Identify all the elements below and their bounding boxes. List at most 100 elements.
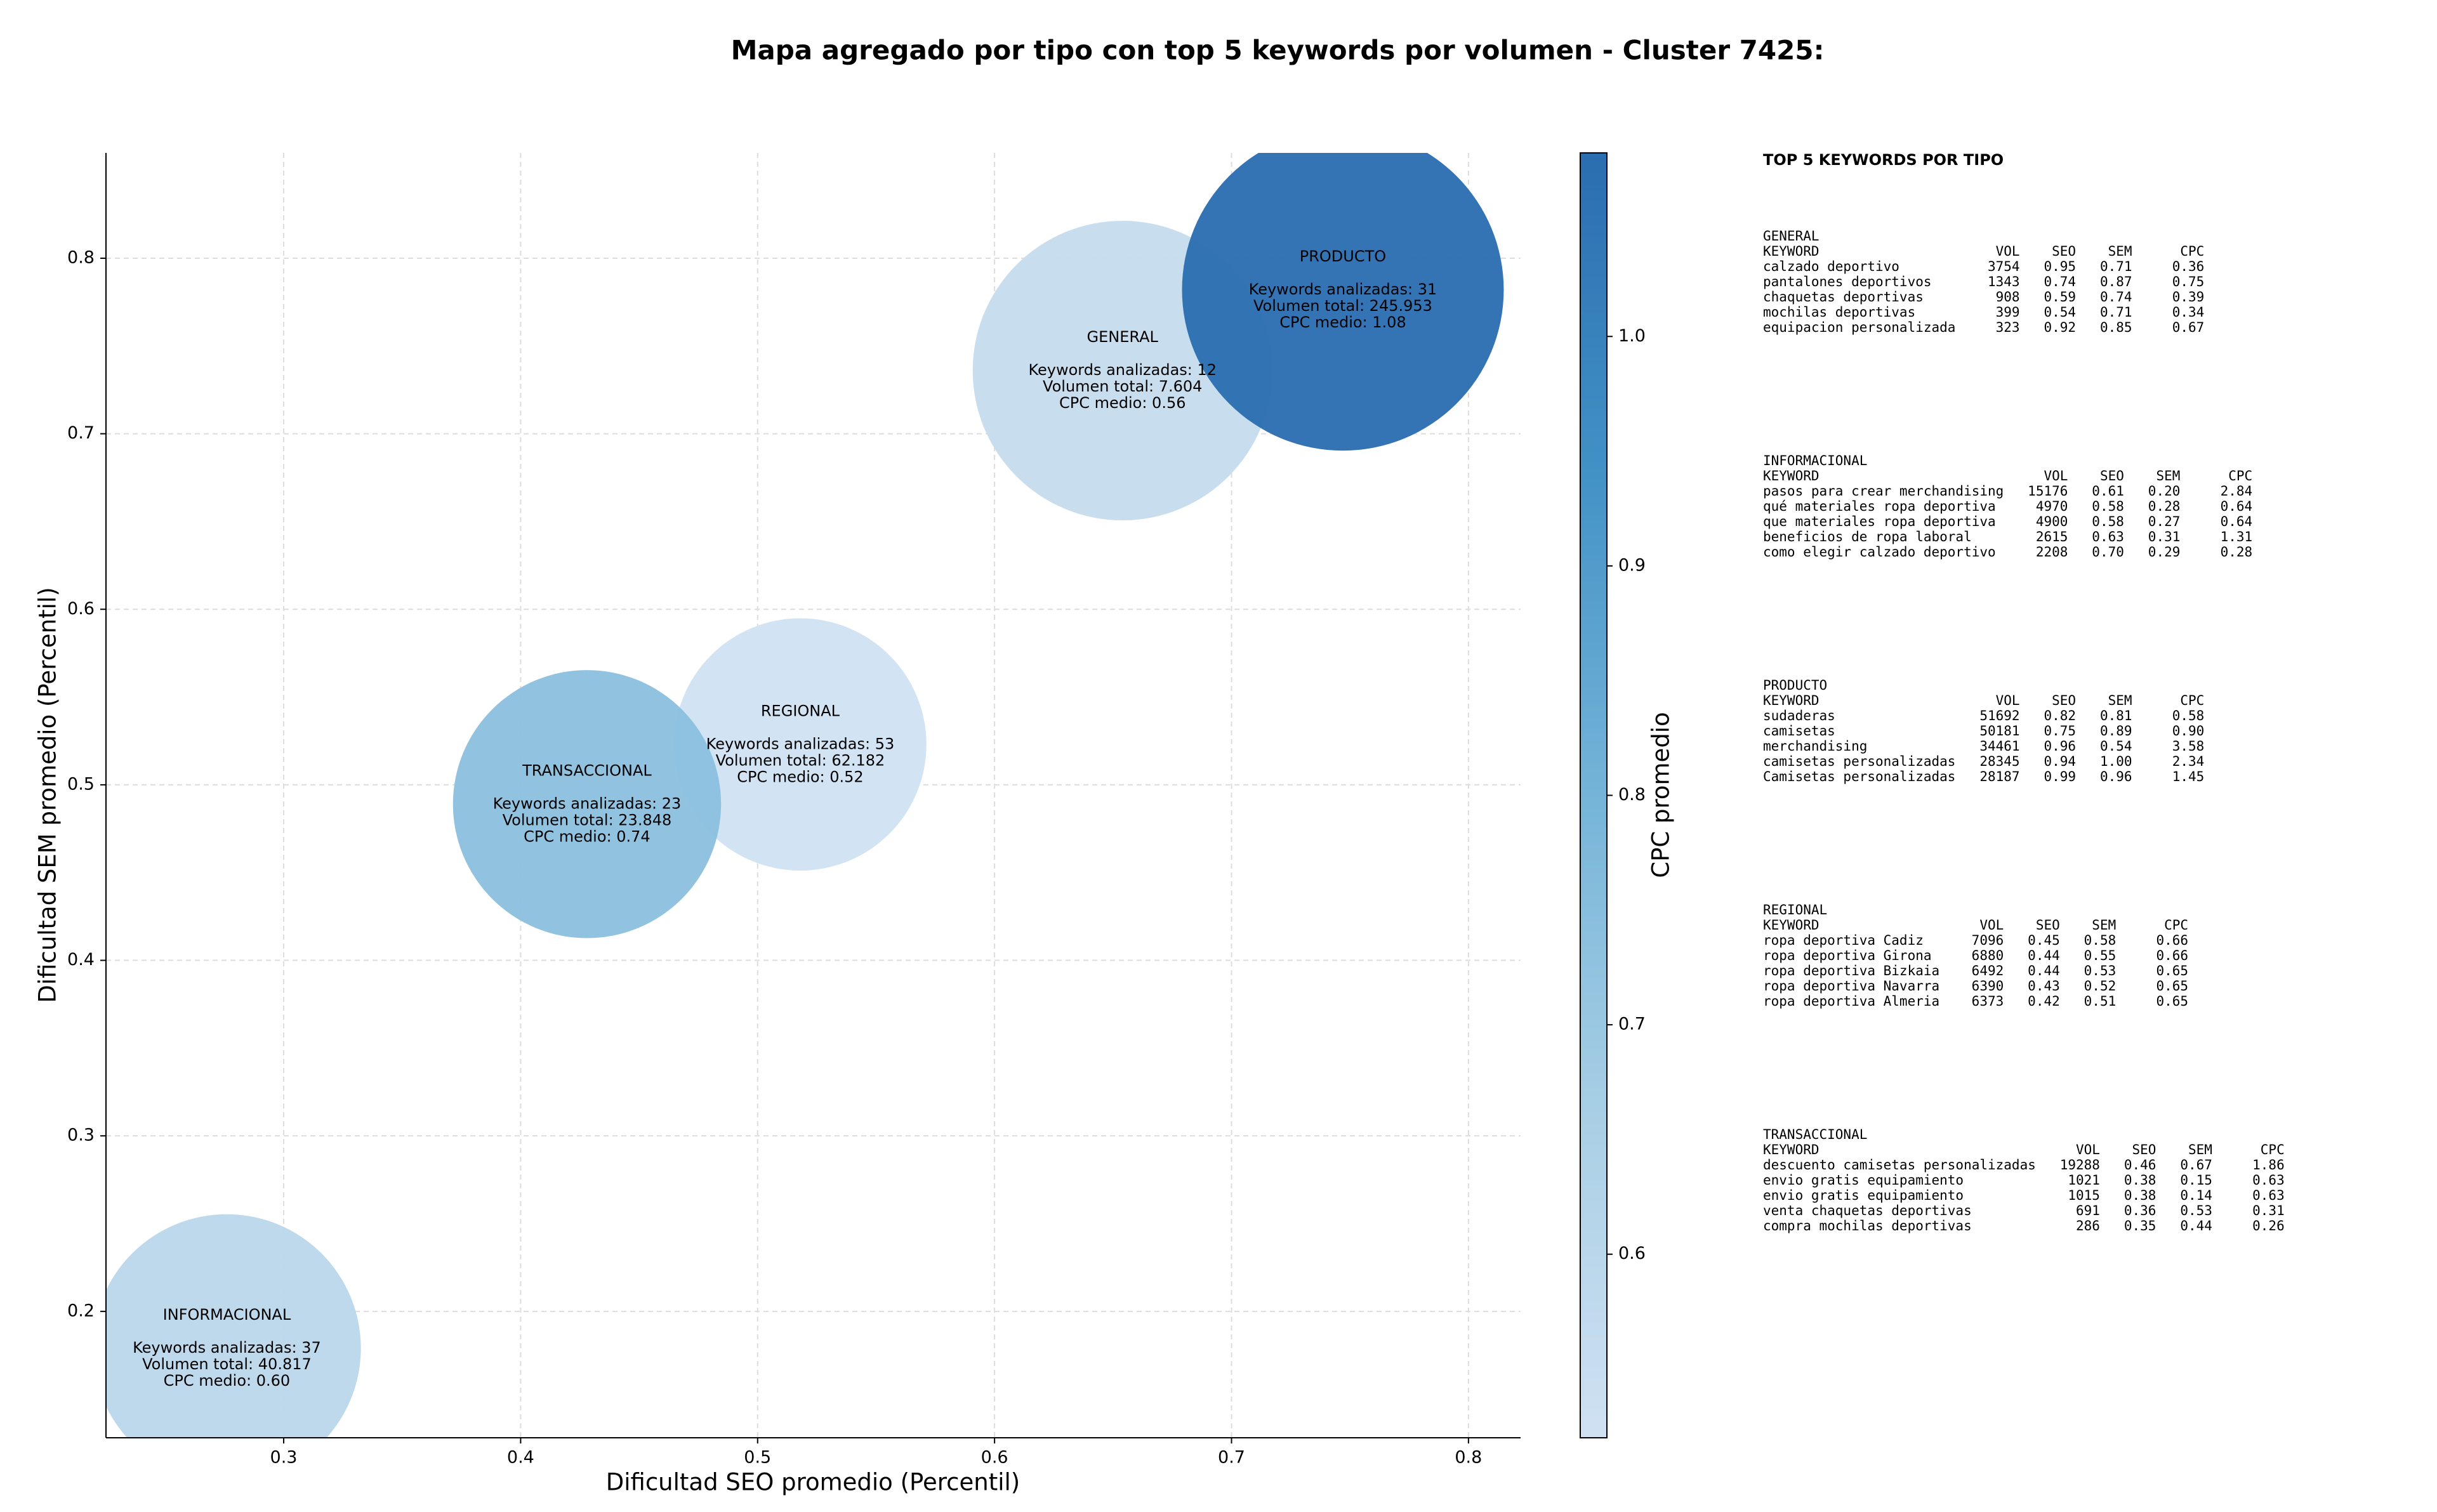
bubble-annotation: Keywords analizadas: 31 (1249, 280, 1437, 298)
table-cell: 0.99 (2044, 769, 2076, 784)
table-cell: 3.58 (2172, 739, 2205, 754)
table-cell: 286 (2076, 1218, 2100, 1233)
bubble-name: TRANSACCIONAL (522, 761, 652, 779)
table-cell: 0.53 (2180, 1203, 2212, 1218)
bubble-annotation: CPC medio: 0.74 (524, 827, 651, 845)
table-cell: 0.66 (2156, 948, 2188, 963)
table-cell: ropa deportiva Bizkaia (1763, 963, 1939, 978)
table-cell: 323 (1996, 320, 2020, 335)
table-cell: 4900 (2036, 514, 2068, 529)
table-header: KEYWORD (1763, 1142, 1819, 1157)
panel-title: TOP 5 KEYWORDS POR TIPO (1763, 151, 2004, 169)
y-tick-label: 0.8 (67, 247, 95, 267)
table-cell: 0.58 (2092, 499, 2124, 514)
table-cell: 0.63 (2252, 1188, 2285, 1203)
y-tick-label: 0.7 (67, 423, 95, 443)
table-cell: 0.89 (2100, 723, 2132, 739)
table-cell: ropa deportiva Girona (1763, 948, 1932, 963)
colorbar-tick-label: 0.9 (1618, 555, 1646, 575)
table-cell: 28345 (1979, 754, 2019, 769)
section-name: TRANSACCIONAL (1763, 1127, 1867, 1142)
table-cell: 2.84 (2221, 483, 2253, 499)
bubble-annotation: Volumen total: 23.848 (503, 811, 672, 829)
table-header: SEO (2052, 244, 2076, 259)
table-cell: 0.74 (2044, 274, 2076, 289)
table-cell: 0.75 (2044, 723, 2076, 739)
bubble-name: REGIONAL (761, 702, 840, 720)
table-cell: 0.14 (2180, 1188, 2212, 1203)
table-cell: merchandising (1763, 739, 1867, 754)
table-cell: 0.67 (2172, 320, 2205, 335)
table-header: SEM (2092, 917, 2116, 933)
table-cell: 399 (1996, 305, 2020, 320)
table-cell: 0.92 (2044, 320, 2076, 335)
bubble-annotation: CPC medio: 0.60 (164, 1372, 291, 1390)
bubble (452, 670, 722, 938)
table-cell: 0.28 (2221, 544, 2253, 560)
table-cell: Camisetas personalizadas (1763, 769, 1955, 784)
x-tick-label: 0.3 (270, 1448, 298, 1468)
bubble-annotation: CPC medio: 0.52 (737, 768, 864, 786)
table-cell: envio gratis equipamiento (1763, 1173, 1964, 1188)
table-header: KEYWORD (1763, 693, 1819, 708)
table-cell: 0.55 (2084, 948, 2117, 963)
table-cell: 4970 (2036, 499, 2068, 514)
table-cell: 0.85 (2100, 320, 2132, 335)
chart-title: Mapa agregado por tipo con top 5 keyword… (731, 35, 1825, 66)
table-cell: 0.36 (2172, 259, 2205, 274)
bubble-annotation: CPC medio: 0.56 (1059, 394, 1186, 412)
table-cell: 0.81 (2100, 708, 2132, 723)
table-cell: 0.26 (2252, 1218, 2285, 1233)
table-header: VOL (2076, 1142, 2100, 1157)
table-cell: 2615 (2036, 529, 2068, 544)
table-cell: camisetas personalizadas (1763, 754, 1955, 769)
table-cell: 0.28 (2148, 499, 2181, 514)
table-cell: 34461 (1979, 739, 2019, 754)
table-cell: qué materiales ropa deportiva (1763, 499, 1996, 514)
table-cell: compra mochilas deportivas (1763, 1218, 1972, 1233)
table-cell: 0.51 (2084, 994, 2117, 1009)
bubble-annotation: Keywords analizadas: 12 (1028, 361, 1217, 379)
bubble-annotation: Keywords analizadas: 53 (706, 735, 895, 753)
table-cell: 0.54 (2100, 739, 2132, 754)
table-cell: 0.42 (2028, 994, 2060, 1009)
y-tick-label: 0.5 (67, 774, 95, 794)
bubble-annotation: Keywords analizadas: 37 (133, 1339, 321, 1357)
table-cell: 0.74 (2100, 289, 2132, 305)
table-cell: 0.58 (2084, 933, 2117, 948)
table-cell: sudaderas (1763, 708, 1835, 723)
table-header: KEYWORD (1763, 917, 1819, 933)
table-cell: 0.65 (2156, 994, 2188, 1009)
table-cell: 0.38 (2124, 1173, 2156, 1188)
table-cell: 0.71 (2100, 259, 2132, 274)
table-cell: 0.82 (2044, 708, 2076, 723)
table-cell: 1.45 (2172, 769, 2205, 784)
table-cell: 0.31 (2148, 529, 2181, 544)
table-cell: 1343 (1988, 274, 2020, 289)
table-cell: 0.96 (2044, 739, 2076, 754)
table-header: SEO (2036, 917, 2060, 933)
bubble (106, 1214, 361, 1438)
table-cell: 0.15 (2180, 1173, 2212, 1188)
table-cell: como elegir calzado deportivo (1763, 544, 1996, 560)
bubble-annotation: Volumen total: 7.604 (1043, 378, 1202, 395)
table-header: SEO (2132, 1142, 2156, 1157)
table-cell: 2.34 (2172, 754, 2205, 769)
table-cell: 7096 (1972, 933, 2004, 948)
table-cell: 6373 (1972, 994, 2004, 1009)
table-cell: 0.36 (2124, 1203, 2156, 1218)
table-cell: 0.44 (2180, 1218, 2212, 1233)
section-name: REGIONAL (1763, 902, 1827, 917)
table-cell: 0.44 (2028, 948, 2060, 963)
table-cell: 6880 (1972, 948, 2004, 963)
table-cell: 0.70 (2092, 544, 2124, 560)
table-cell: pantalones deportivos (1763, 274, 1932, 289)
x-tick-label: 0.6 (981, 1448, 1008, 1468)
table-header: CPC (2261, 1142, 2285, 1157)
table-cell: 2208 (2036, 544, 2068, 560)
table-cell: 0.87 (2100, 274, 2132, 289)
bubbles (106, 153, 1504, 1438)
bubble (674, 618, 927, 871)
table-cell: 0.39 (2172, 289, 2205, 305)
table-cell: 0.71 (2100, 305, 2132, 320)
